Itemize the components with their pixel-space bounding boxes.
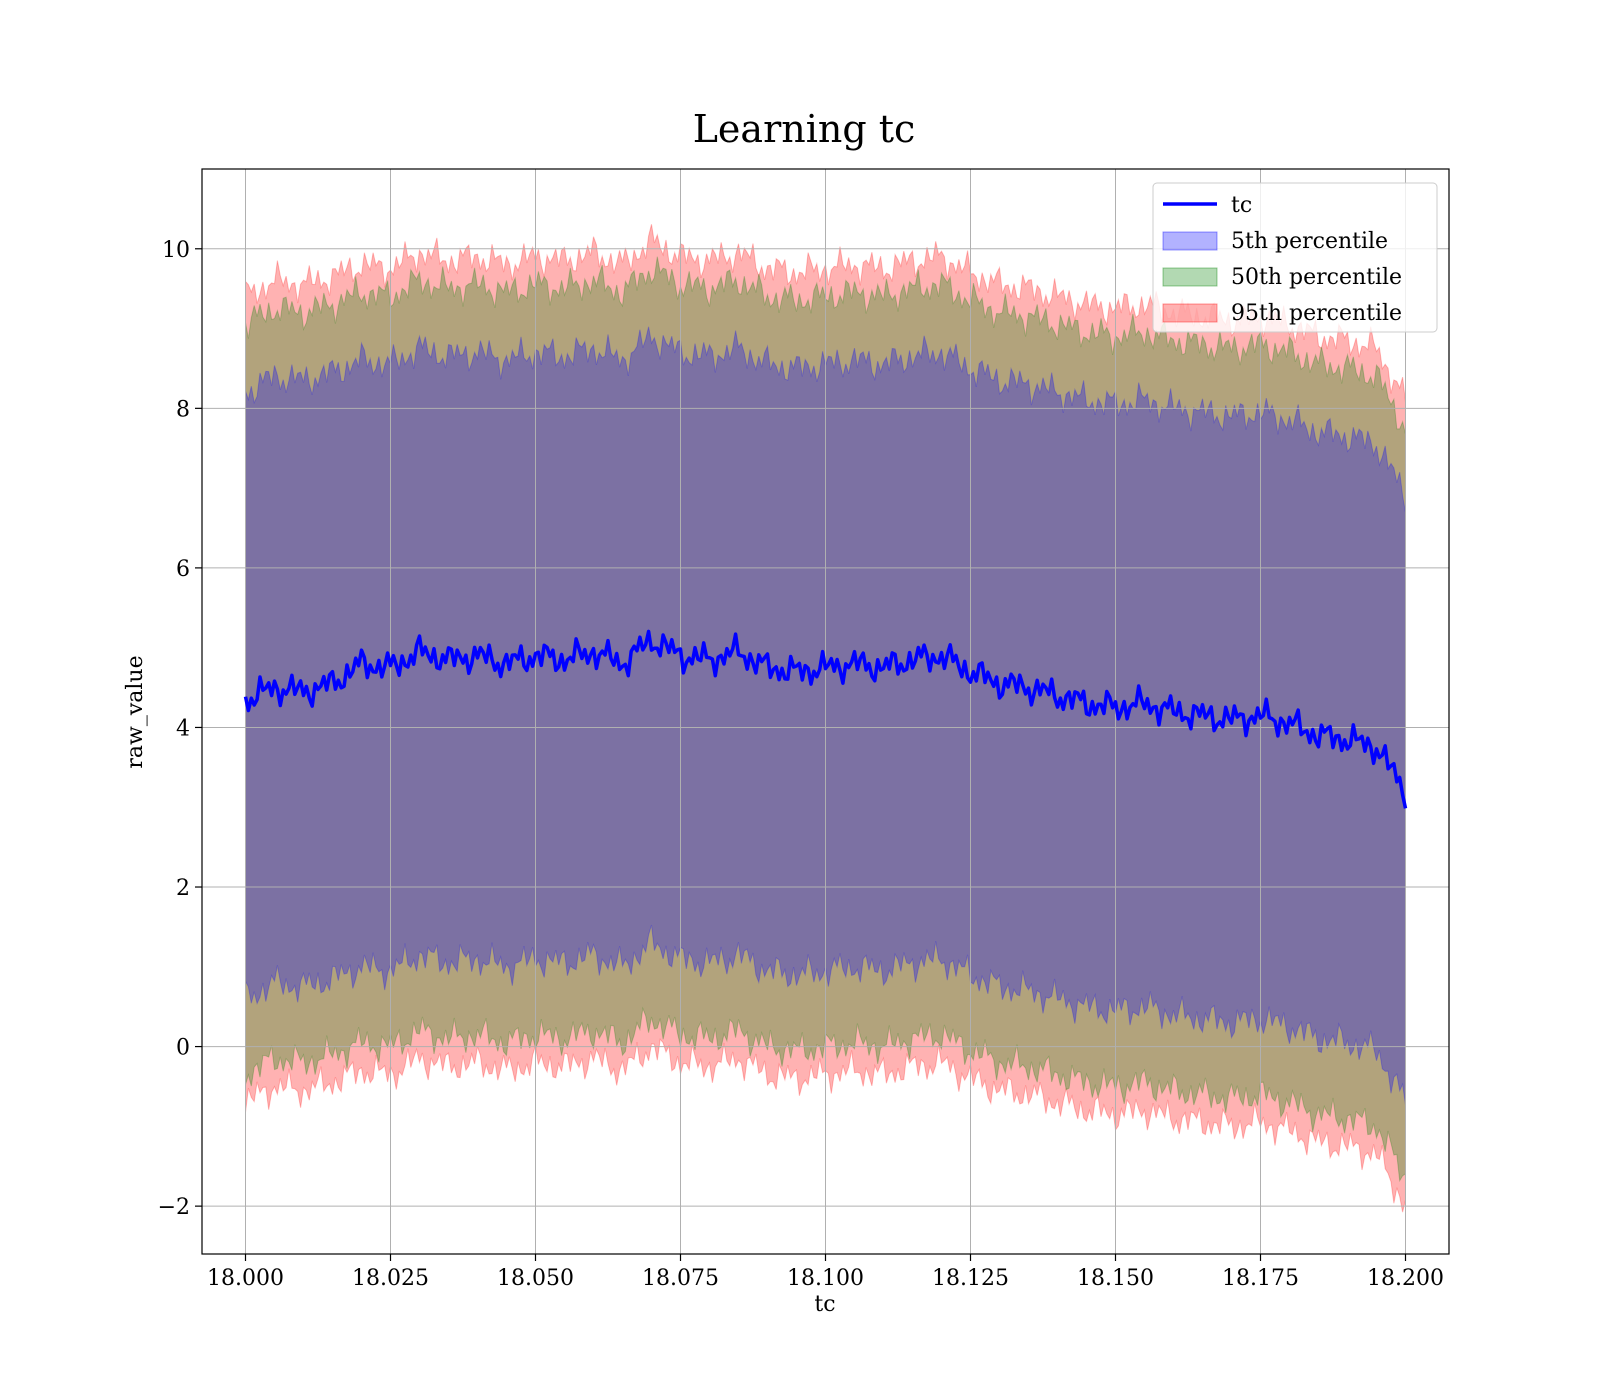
series-line-tc <box>243 629 1408 809</box>
x-tick-label: 18.000 <box>207 1266 284 1291</box>
legend-swatch <box>1162 303 1218 323</box>
y-tick-label: −2 <box>158 1195 190 1220</box>
legend-swatch <box>1162 231 1218 251</box>
legend-label: tc <box>1231 193 1252 218</box>
y-axis-label: raw_value <box>123 655 148 768</box>
y-tick-label: 0 <box>176 1036 190 1061</box>
legend: tc 5th percentile 50th percentile 95th perc… <box>1152 182 1438 333</box>
x-tick-label: 18.150 <box>1077 1266 1154 1291</box>
y-tick-label: 8 <box>176 397 190 422</box>
x-axis-ticks: 18.000 18.025 18.050 18.075 18.100 18.125 18.1… <box>207 1254 1444 1291</box>
chart-title: Learning tc <box>693 107 916 151</box>
legend-box <box>1152 182 1438 333</box>
y-tick-label: 6 <box>176 557 190 582</box>
legend-label: 50th percentile <box>1231 265 1402 290</box>
plot-area <box>201 168 1450 1255</box>
x-tick-label: 18.175 <box>1222 1266 1299 1291</box>
x-tick-label: 18.075 <box>642 1266 719 1291</box>
legend-label: 5th percentile <box>1231 229 1388 254</box>
legend-label: 95th percentile <box>1231 301 1402 326</box>
grid-lines <box>202 169 1449 1254</box>
y-tick-label: 10 <box>162 238 190 263</box>
x-axis-label: tc <box>814 1292 835 1317</box>
x-tick-label: 18.025 <box>352 1266 429 1291</box>
tc-series <box>243 629 1408 809</box>
y-tick-label: 2 <box>176 876 190 901</box>
x-tick-label: 18.050 <box>497 1266 574 1291</box>
legend-swatch <box>1162 267 1218 287</box>
y-axis-ticks: −2 0 2 4 6 8 10 <box>158 238 202 1220</box>
x-tick-label: 18.100 <box>787 1266 864 1291</box>
x-tick-label: 18.125 <box>932 1266 1009 1291</box>
y-tick-label: 4 <box>176 716 190 741</box>
x-tick-label: 18.200 <box>1367 1266 1444 1291</box>
